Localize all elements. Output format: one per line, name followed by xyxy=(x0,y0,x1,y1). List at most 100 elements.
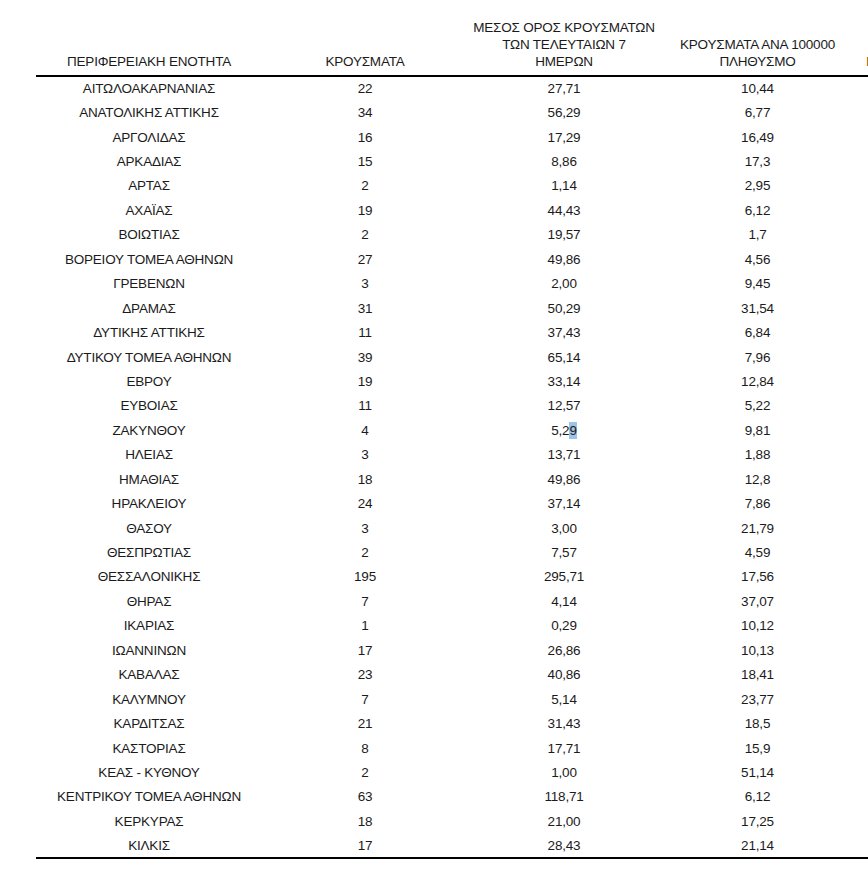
col-header-cases: ΚΡΟΥΣΜΑΤΑ xyxy=(262,0,468,76)
clipped-cell xyxy=(855,394,868,418)
cases-cell: 3 xyxy=(262,443,468,467)
region-cell: ΑΡΚΑΔΙΑΣ xyxy=(36,149,262,173)
table-row: ΚΙΛΚΙΣ1728,4321,14 xyxy=(36,834,868,858)
cases-cell: 63 xyxy=(262,785,468,809)
cases-cell: 23 xyxy=(262,663,468,687)
clipped-cell xyxy=(855,125,868,149)
clipped-cell xyxy=(855,711,868,735)
region-cell: ΔΥΤΙΚΟΥ ΤΟΜΕΑ ΑΘΗΝΩΝ xyxy=(36,345,262,369)
report-table-page: ΠΕΡΙΦΕΡΕΙΑΚΗ ΕΝΟΤΗΤΑ ΚΡΟΥΣΜΑΤΑ ΜΕΣΟΣ ΟΡΟ… xyxy=(0,0,868,873)
region-cell: ΘΑΣΟΥ xyxy=(36,516,262,540)
unselected-text: 5,2 xyxy=(551,423,569,438)
cases-cell: 27 xyxy=(262,247,468,271)
avg7days-cell: 49,86 xyxy=(468,247,660,271)
table-row: ΒΟΡΕΙΟΥ ΤΟΜΕΑ ΑΘΗΝΩΝ2749,864,56 xyxy=(36,247,868,271)
avg7days-cell: 26,86 xyxy=(468,638,660,662)
region-cell: ΑΙΤΩΛΟΑΚΑΡΝΑΝΙΑΣ xyxy=(36,76,262,100)
per100k-cell: 9,81 xyxy=(660,418,855,442)
region-cell: ΕΒΡΟΥ xyxy=(36,369,262,393)
cases-cell: 18 xyxy=(262,809,468,833)
per100k-cell: 17,3 xyxy=(660,149,855,173)
table-row: ΕΥΒΟΙΑΣ1112,575,22 xyxy=(36,394,868,418)
region-cell: ΙΚΑΡΙΑΣ xyxy=(36,614,262,638)
per100k-cell: 12,8 xyxy=(660,467,855,491)
clipped-cell xyxy=(855,834,868,858)
per100k-cell: 5,22 xyxy=(660,394,855,418)
avg7days-cell: 27,71 xyxy=(468,76,660,100)
region-cell: ΗΜΑΘΙΑΣ xyxy=(36,467,262,491)
avg7days-cell: 17,29 xyxy=(468,125,660,149)
avg7days-cell: 37,43 xyxy=(468,320,660,344)
per100k-cell: 18,5 xyxy=(660,711,855,735)
table-row: ΑΧΑΪΑΣ1944,436,12 xyxy=(36,198,868,222)
table-row: ΑΙΤΩΛΟΑΚΑΡΝΑΝΙΑΣ2227,7110,44 xyxy=(36,76,868,100)
per100k-cell: 4,59 xyxy=(660,540,855,564)
clipped-cell xyxy=(855,589,868,613)
per100k-cell: 10,44 xyxy=(660,76,855,100)
cases-cell: 17 xyxy=(262,834,468,858)
per100k-cell: 21,79 xyxy=(660,516,855,540)
clipped-cell xyxy=(855,785,868,809)
per100k-cell: 2,95 xyxy=(660,174,855,198)
clipped-cell xyxy=(855,149,868,173)
region-cell: ΕΥΒΟΙΑΣ xyxy=(36,394,262,418)
cases-cell: 11 xyxy=(262,394,468,418)
clipped-cell xyxy=(855,638,868,662)
table-row: ΓΡΕΒΕΝΩΝ32,009,45 xyxy=(36,272,868,296)
region-cell: ΖΑΚΥΝΘΟΥ xyxy=(36,418,262,442)
per100k-cell: 10,13 xyxy=(660,638,855,662)
avg7days-cell: 5,29 xyxy=(468,418,660,442)
cases-cell: 2 xyxy=(262,174,468,198)
cases-cell: 3 xyxy=(262,272,468,296)
table-row: ΗΡΑΚΛΕΙΟΥ2437,147,86 xyxy=(36,491,868,515)
table-row: ΑΡΚΑΔΙΑΣ158,8617,3 xyxy=(36,149,868,173)
avg7days-cell: 33,14 xyxy=(468,369,660,393)
clipped-cell xyxy=(855,663,868,687)
clipped-cell xyxy=(855,320,868,344)
avg7days-cell: 1,14 xyxy=(468,174,660,198)
per100k-cell: 4,56 xyxy=(660,247,855,271)
cases-cell: 3 xyxy=(262,516,468,540)
table-row: ΒΟΙΩΤΙΑΣ219,571,7 xyxy=(36,223,868,247)
region-cell: ΓΡΕΒΕΝΩΝ xyxy=(36,272,262,296)
region-cell: ΑΡΤΑΣ xyxy=(36,174,262,198)
clipped-cell xyxy=(855,296,868,320)
per100k-cell: 1,7 xyxy=(660,223,855,247)
region-cell: ΑΧΑΪΑΣ xyxy=(36,198,262,222)
avg7days-cell: 1,00 xyxy=(468,760,660,784)
selected-text: 9 xyxy=(569,422,576,439)
cases-cell: 7 xyxy=(262,687,468,711)
clipped-cell xyxy=(855,540,868,564)
table-row: ΘΑΣΟΥ33,0021,79 xyxy=(36,516,868,540)
region-cell: ΚΑΒΑΛΑΣ xyxy=(36,663,262,687)
avg7days-cell: 7,57 xyxy=(468,540,660,564)
per100k-cell: 21,14 xyxy=(660,834,855,858)
per100k-cell: 31,54 xyxy=(660,296,855,320)
table-row: ΔΡΑΜΑΣ3150,2931,54 xyxy=(36,296,868,320)
avg7days-cell: 4,14 xyxy=(468,589,660,613)
avg7days-cell: 31,43 xyxy=(468,711,660,735)
clipped-cell xyxy=(855,345,868,369)
table-row: ΑΝΑΤΟΛΙΚΗΣ ΑΤΤΙΚΗΣ3456,296,77 xyxy=(36,100,868,124)
per100k-cell: 17,25 xyxy=(660,809,855,833)
cases-cell: 195 xyxy=(262,565,468,589)
region-cell: ΘΕΣΣΑΛΟΝΙΚΗΣ xyxy=(36,565,262,589)
avg7days-cell: 12,57 xyxy=(468,394,660,418)
region-cell: ΚΕΝΤΡΙΚΟΥ ΤΟΜΕΑ ΑΘΗΝΩΝ xyxy=(36,785,262,809)
region-cell: ΚΕΡΚΥΡΑΣ xyxy=(36,809,262,833)
cases-by-region-table: ΠΕΡΙΦΕΡΕΙΑΚΗ ΕΝΟΤΗΤΑ ΚΡΟΥΣΜΑΤΑ ΜΕΣΟΣ ΟΡΟ… xyxy=(36,0,868,859)
per100k-cell: 37,07 xyxy=(660,589,855,613)
per100k-cell: 7,96 xyxy=(660,345,855,369)
table-row: ΚΑΛΥΜΝΟΥ75,1423,77 xyxy=(36,687,868,711)
avg7days-cell: 28,43 xyxy=(468,834,660,858)
region-cell: ΚΑΡΔΙΤΣΑΣ xyxy=(36,711,262,735)
clipped-cell xyxy=(855,491,868,515)
avg7days-cell: 21,00 xyxy=(468,809,660,833)
avg7days-cell: 65,14 xyxy=(468,345,660,369)
avg7days-cell: 3,00 xyxy=(468,516,660,540)
avg7days-cell: 49,86 xyxy=(468,467,660,491)
cases-cell: 39 xyxy=(262,345,468,369)
clipped-cell xyxy=(855,272,868,296)
table-row: ΕΒΡΟΥ1933,1412,84 xyxy=(36,369,868,393)
clipped-cell xyxy=(855,369,868,393)
